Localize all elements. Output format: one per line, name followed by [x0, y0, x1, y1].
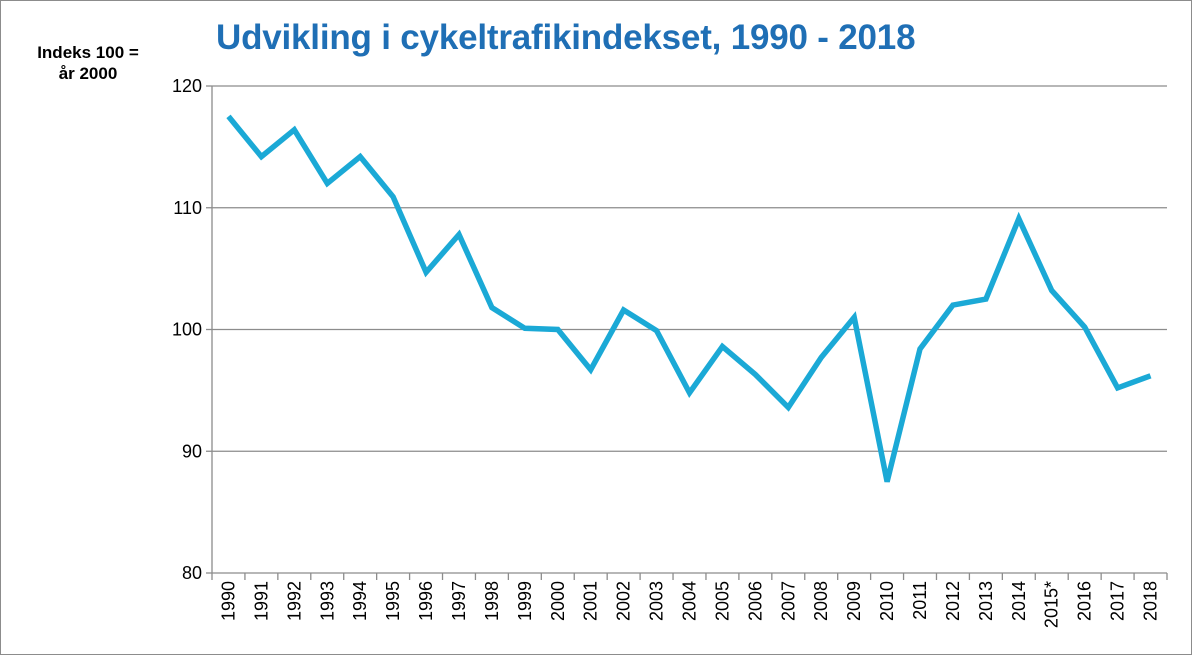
x-tick-label-2013: 2013	[976, 581, 996, 621]
x-tick-label-2017: 2017	[1108, 581, 1128, 621]
x-tick-label-2005: 2005	[712, 581, 732, 621]
x-tick-label-2009: 2009	[844, 581, 864, 621]
x-tick-label-2011: 2011	[910, 581, 930, 620]
x-tick-label-1995: 1995	[383, 581, 403, 621]
y-tick-label-80: 80	[182, 563, 202, 583]
x-tick-label-2018: 2018	[1141, 581, 1161, 621]
x-tick-label-1990: 1990	[218, 581, 238, 621]
x-tick-label-2010: 2010	[877, 581, 897, 621]
x-tick-label-2016: 2016	[1075, 581, 1095, 621]
x-tick-label-2012: 2012	[943, 581, 963, 621]
x-tick-label-2000: 2000	[548, 581, 568, 621]
x-tick-label-1996: 1996	[416, 581, 436, 621]
y-axis-label: Indeks 100 = år 2000	[18, 42, 158, 84]
x-tick-label-1997: 1997	[449, 581, 469, 621]
x-tick-label-1991: 1991	[251, 581, 271, 621]
x-tick-label-1993: 1993	[317, 581, 337, 621]
x-tick-label-2007: 2007	[778, 581, 798, 621]
x-tick-label-2002: 2002	[614, 581, 634, 621]
x-tick-label-2001: 2001	[581, 581, 601, 621]
y-tick-label-90: 90	[182, 441, 202, 461]
y-axis-label-line-2: år 2000	[58, 64, 118, 83]
x-tick-label-2014: 2014	[1009, 581, 1029, 621]
x-tick-label-2003: 2003	[647, 581, 667, 621]
series-line-0	[226, 114, 1152, 483]
x-tick-label-1999: 1999	[515, 581, 535, 621]
x-tick-label-1992: 1992	[284, 581, 304, 621]
y-tick-label-120: 120	[172, 76, 202, 96]
y-tick-label-100: 100	[172, 320, 202, 340]
chart-title: Udvikling i cykeltrafikindekset, 1990 - …	[216, 18, 916, 57]
y-axis-label-line-1: Indeks 100 =	[37, 43, 139, 62]
x-tick-label-2004: 2004	[680, 581, 700, 621]
x-tick-label-1994: 1994	[350, 581, 370, 621]
x-tick-label-2006: 2006	[745, 581, 765, 621]
x-tick-label-1998: 1998	[482, 581, 502, 621]
x-tick-label-2008: 2008	[811, 581, 831, 621]
y-tick-label-110: 110	[173, 198, 202, 218]
x-tick-label-2015*: 2015*	[1042, 581, 1062, 628]
